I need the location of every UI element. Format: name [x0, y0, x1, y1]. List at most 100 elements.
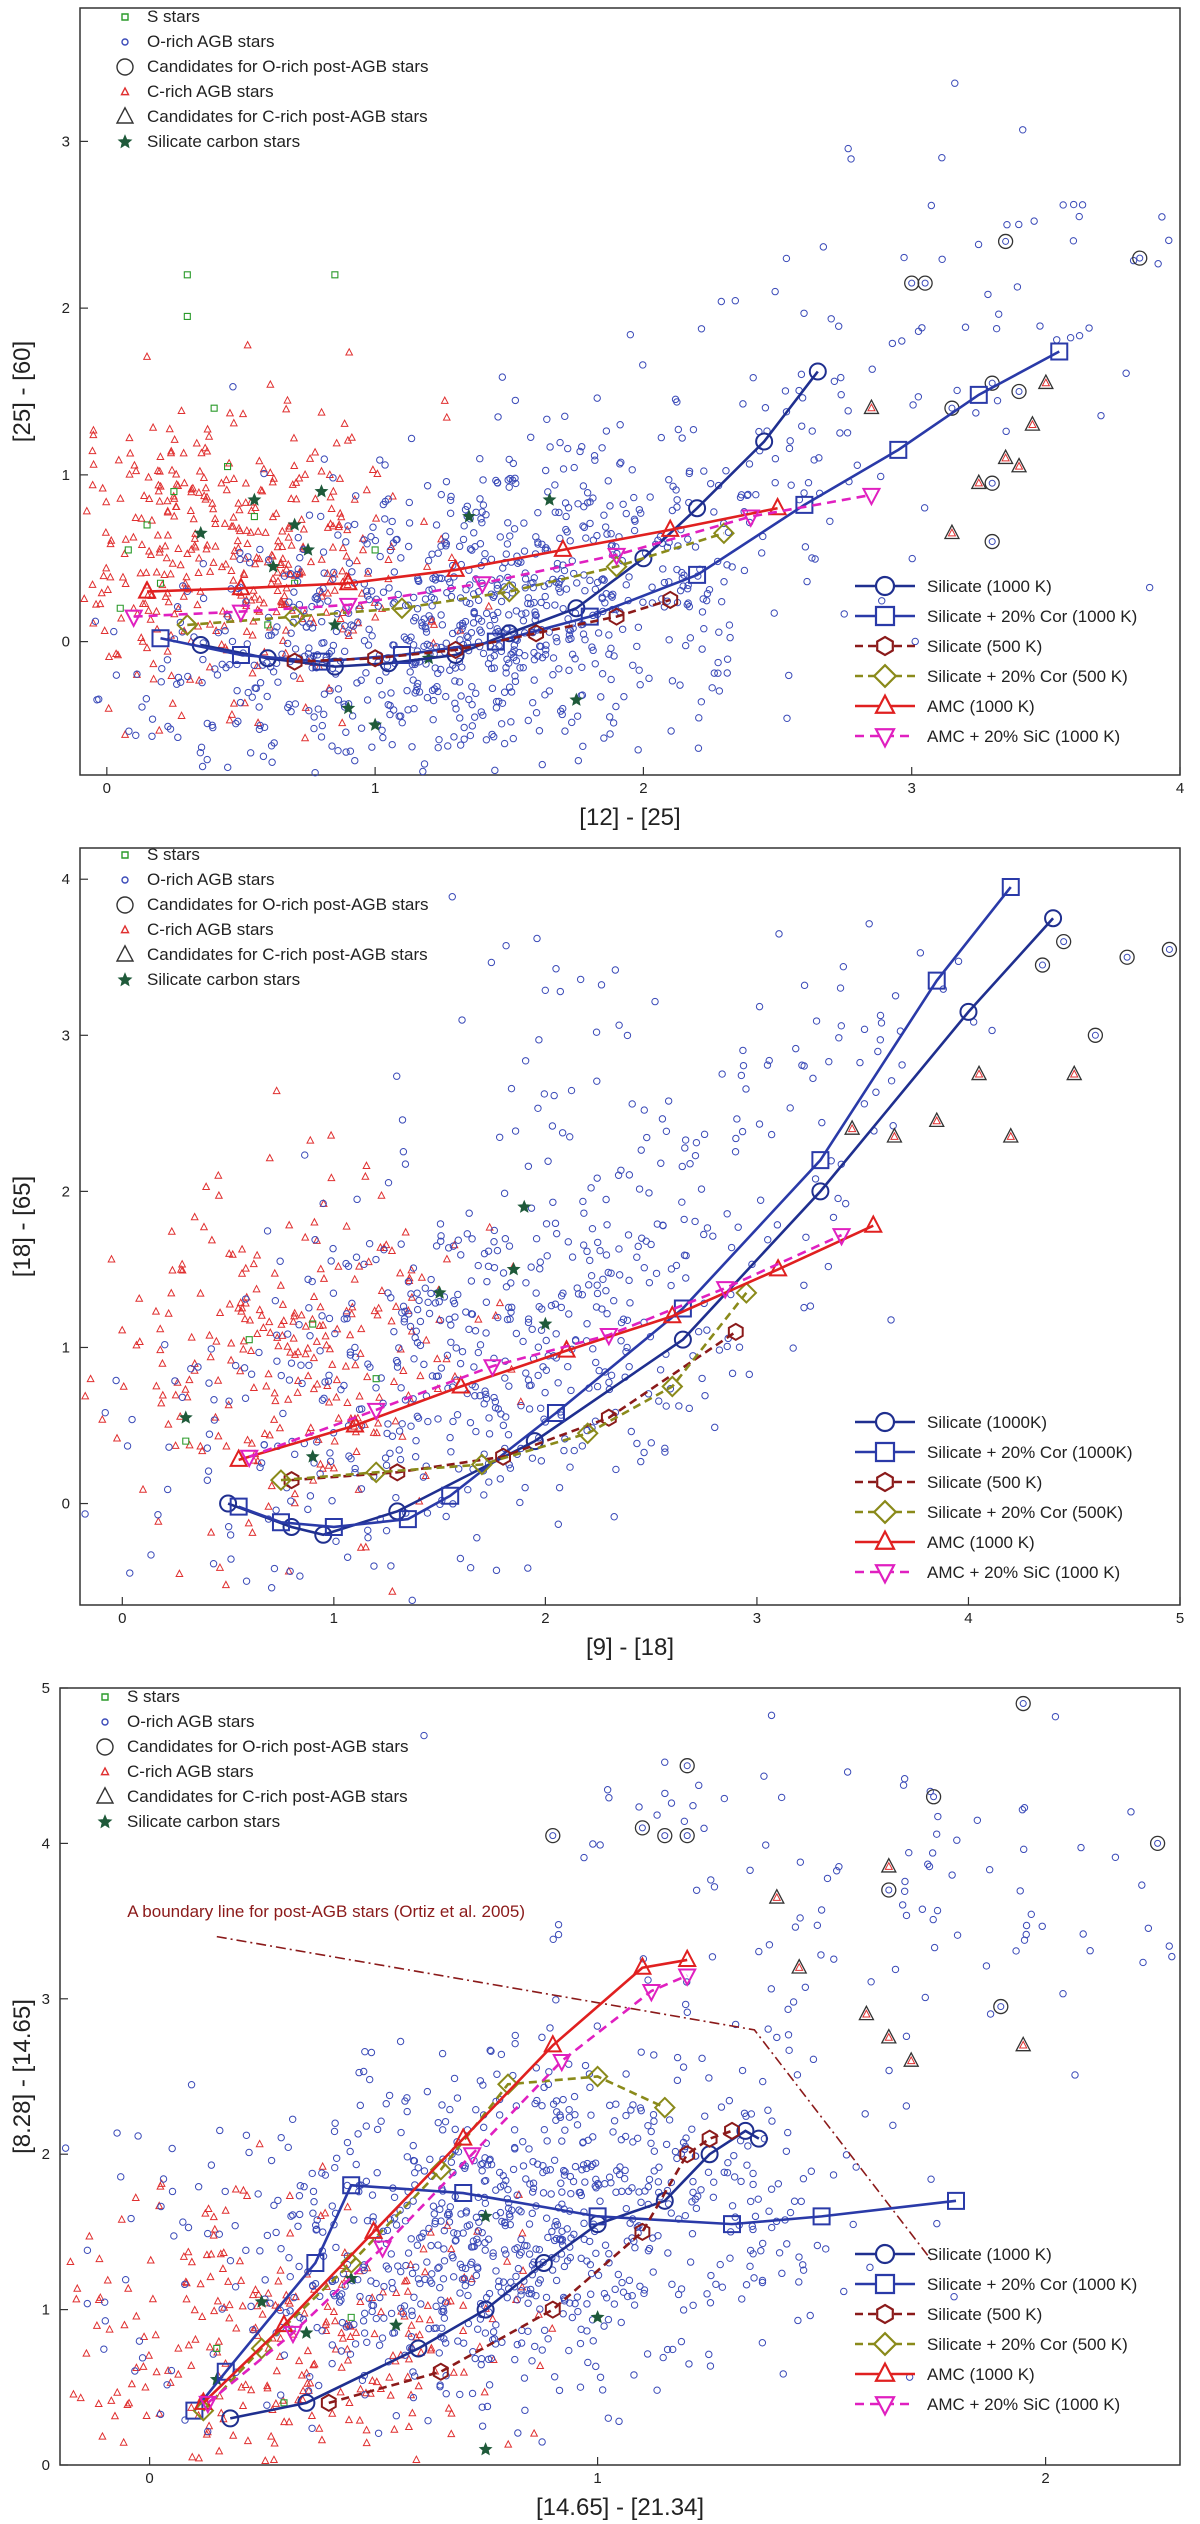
o-rich-agb-point: [509, 459, 518, 468]
c-rich-agb-point: [194, 2453, 204, 2462]
o-rich-agb-point: [705, 585, 714, 594]
o-rich-agb-point: [538, 2102, 546, 2110]
o-rich-agb-point: [592, 1358, 600, 1367]
o-rich-agb-point: [422, 628, 431, 636]
o-rich-agb-point: [1020, 1804, 1029, 1812]
c-rich-post-agb-inner: [862, 2009, 871, 2018]
o-rich-agb-point: [566, 2172, 575, 2181]
c-rich-agb-point: [217, 2408, 226, 2417]
o-rich-agb-point: [591, 660, 599, 668]
c-rich-post-agb-candidate: [768, 1888, 785, 1904]
o-rich-agb-point: [837, 391, 845, 399]
o-rich-post-agb-candidate: [1119, 949, 1135, 965]
model-marker: [653, 2096, 676, 2119]
o-rich-agb-point: [419, 767, 427, 776]
o-rich-agb-point: [655, 2163, 663, 2171]
o-rich-agb-point: [787, 481, 795, 489]
c-rich-agb-point: [267, 550, 276, 559]
o-rich-agb-point: [493, 625, 501, 633]
o-rich-agb-point: [438, 2049, 447, 2058]
c-rich-agb-point: [121, 534, 130, 543]
o-rich-agb-point: [263, 2231, 272, 2240]
o-rich-agb-point: [529, 2188, 537, 2196]
o-rich-agb-point: [131, 2367, 139, 2375]
model-marker: [219, 1494, 238, 1513]
o-rich-agb-point: [260, 723, 269, 732]
o-rich-agb-point: [247, 1370, 256, 1378]
o-rich-agb-point: [571, 655, 579, 663]
o-rich-agb-point: [457, 1251, 465, 1259]
c-rich-agb-point: [89, 430, 98, 439]
c-rich-agb-point: [261, 2456, 270, 2464]
c-rich-agb-point: [309, 618, 318, 627]
c-rich-agb-point: [251, 559, 260, 568]
o-rich-agb-point: [401, 1307, 409, 1316]
o-rich-agb-point: [612, 2100, 620, 2108]
o-rich-agb-point: [610, 2300, 619, 2308]
model-marker: [811, 1151, 830, 1170]
model-marker: [863, 1214, 883, 1233]
o-rich-agb-point: [534, 1104, 542, 1112]
o-rich-agb-point: [550, 2373, 559, 2381]
o-rich-agb-point: [682, 1274, 690, 1282]
o-rich-agb-point: [691, 1217, 699, 1226]
o-rich-agb-point: [569, 569, 578, 578]
c-rich-agb-point: [196, 2279, 205, 2288]
o-rich-agb-point: [888, 339, 897, 348]
c-rich-agb-point: [196, 1441, 205, 1450]
model-marker: [677, 1948, 697, 1967]
o-rich-agb-point: [689, 2301, 697, 2309]
o-rich-agb-point: [844, 407, 852, 415]
c-rich-agb-point: [304, 1371, 313, 1380]
c-rich-agb-point: [345, 2398, 354, 2407]
o-rich-agb-point: [352, 492, 360, 500]
o-rich-agb-point: [514, 2264, 523, 2273]
c-rich-agb-point: [306, 1423, 315, 1432]
o-rich-agb-point: [496, 2208, 505, 2217]
o-rich-agb-point: [680, 1817, 689, 1826]
c-rich-agb-point: [97, 588, 106, 597]
c-rich-post-agb-candidate: [1037, 373, 1054, 390]
o-rich-agb-point: [502, 550, 510, 558]
c-rich-agb-point: [361, 1542, 370, 1551]
o-rich-agb-point: [405, 498, 413, 507]
o-rich-agb-point: [443, 588, 451, 597]
o-rich-agb-point: [449, 1297, 458, 1305]
c-rich-agb-point: [187, 484, 196, 493]
o-rich-agb-point: [555, 584, 563, 593]
c-rich-agb-point: [401, 1227, 410, 1236]
o-rich-agb-point: [934, 1812, 942, 1821]
o-rich-agb-point: [274, 678, 282, 686]
o-rich-agb-point: [502, 1413, 510, 1421]
c-rich-agb-point: [290, 1350, 300, 1358]
o-rich-agb-point: [585, 1281, 593, 1289]
model-marker: [543, 2034, 563, 2053]
o-rich-agb-point: [539, 2162, 547, 2170]
o-rich-agb-point: [586, 2260, 595, 2269]
o-rich-agb-point: [619, 2288, 628, 2296]
o-rich-agb-point: [326, 1457, 335, 1466]
c-rich-agb-point: [285, 523, 294, 532]
o-rich-agb-point: [461, 2281, 470, 2290]
o-rich-agb-point: [329, 575, 337, 583]
o-rich-agb-point: [221, 2187, 229, 2196]
o-rich-agb-point: [655, 1397, 663, 1405]
o-rich-agb-point: [489, 2249, 497, 2257]
o-rich-agb-point: [434, 743, 442, 752]
o-rich-agb-point: [604, 1268, 612, 1277]
o-rich-agb-point: [432, 1242, 441, 1250]
o-rich-agb-point: [346, 1348, 355, 1356]
legend-bottom-marker: [872, 663, 898, 689]
c-rich-agb-point: [205, 619, 215, 628]
c-rich-agb-point: [271, 2300, 280, 2309]
o-rich-agb-point: [474, 1261, 482, 1270]
c-rich-agb-point: [125, 433, 134, 442]
c-rich-agb-point: [402, 2276, 411, 2284]
c-rich-agb-point: [368, 2376, 377, 2384]
o-rich-agb-point: [240, 1364, 249, 1372]
o-rich-agb-point: [464, 1485, 472, 1494]
c-rich-post-agb-inner: [890, 1131, 899, 1140]
o-rich-agb-point: [657, 433, 666, 442]
o-rich-agb-point: [595, 1366, 603, 1375]
